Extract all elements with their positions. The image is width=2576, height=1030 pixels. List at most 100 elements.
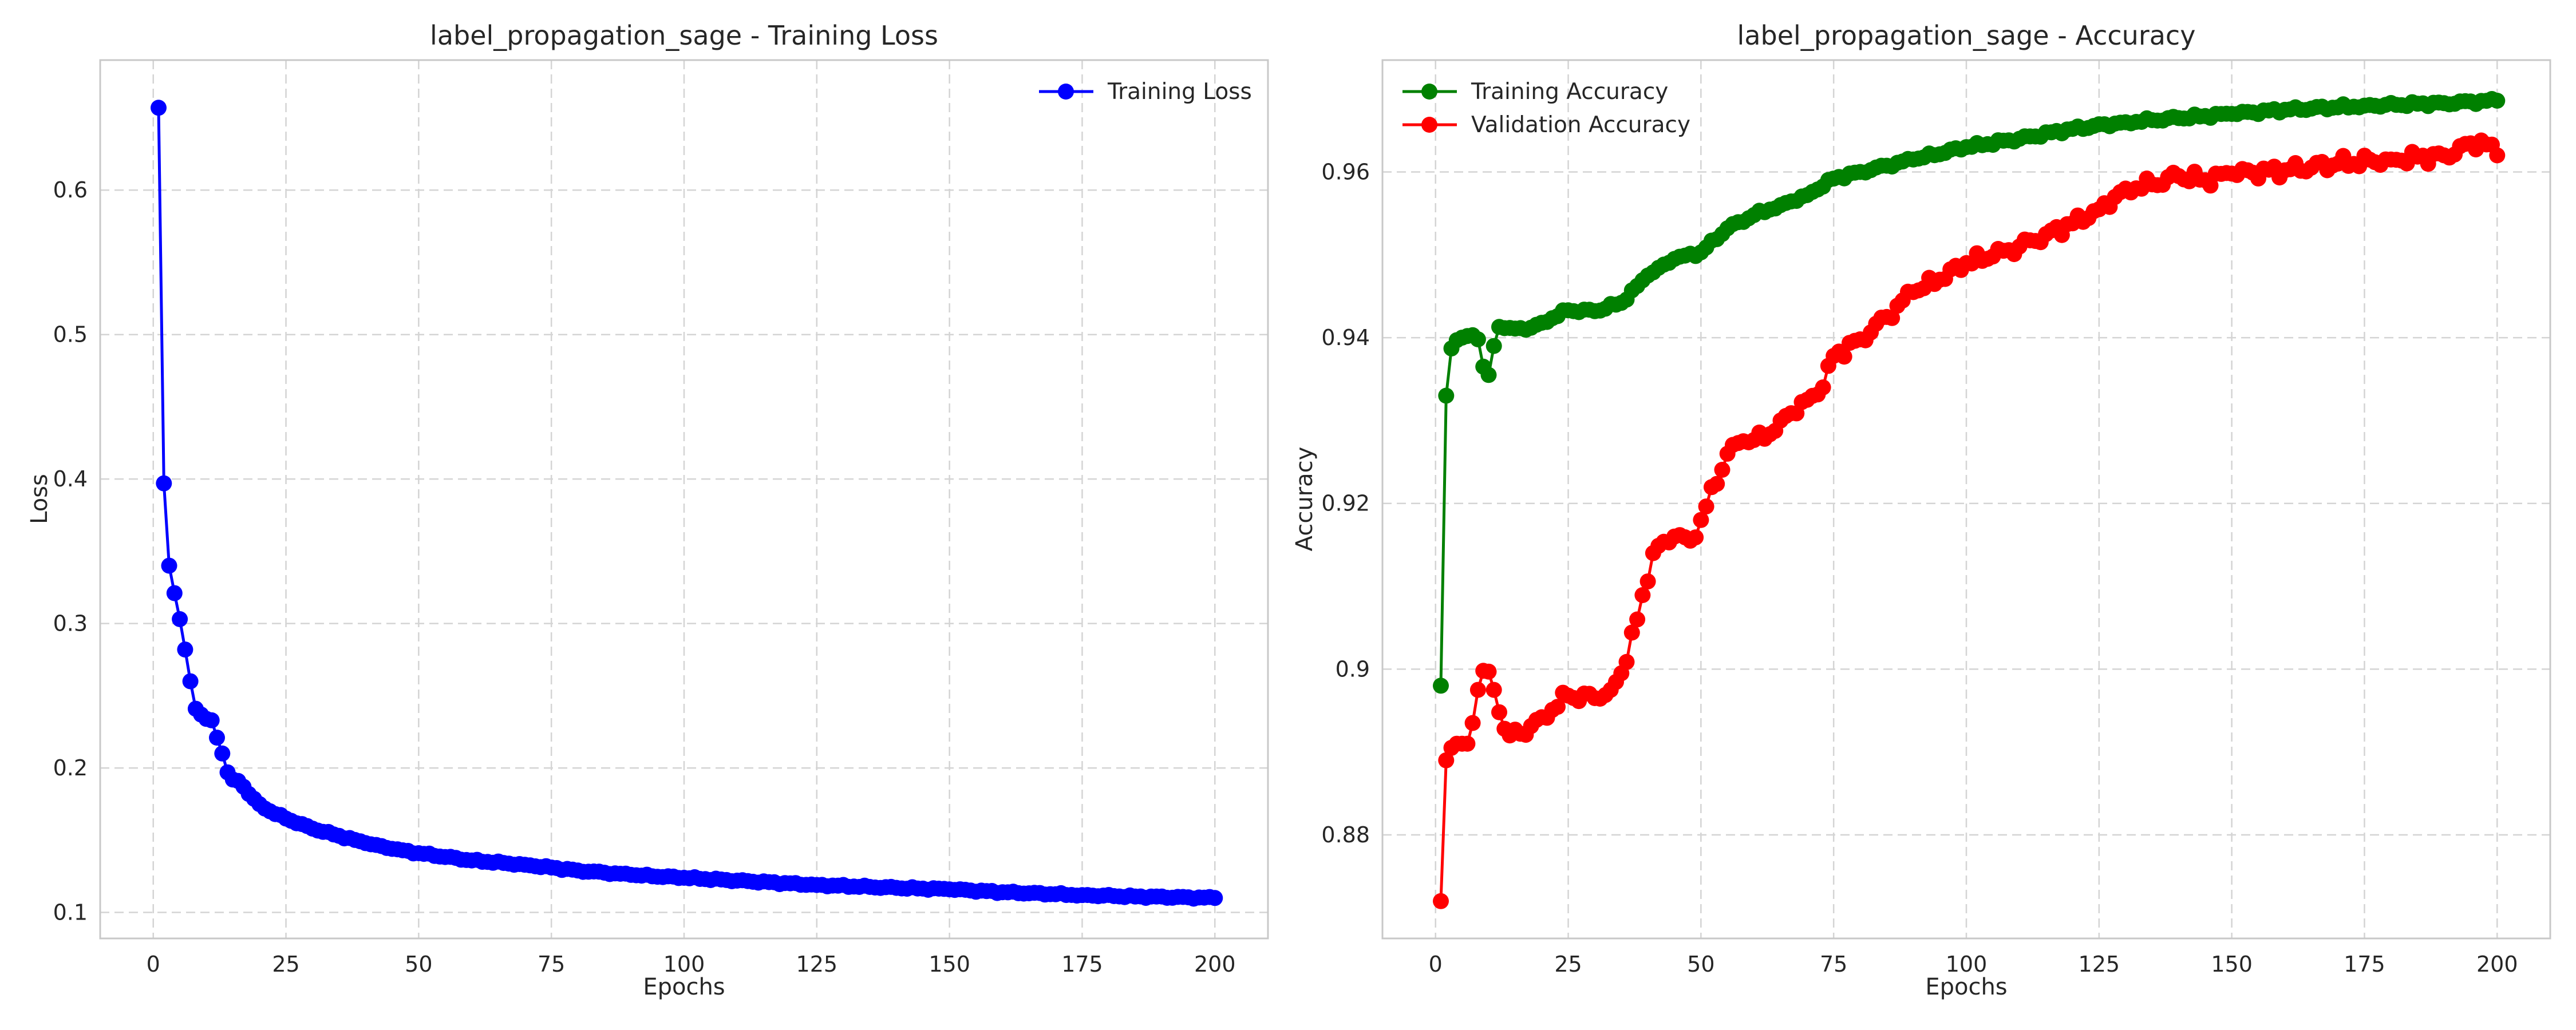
loss-y-axis: 0.1 0.2 0.3 0.4 0.5 0.6 (53, 177, 88, 925)
loss-y-tick-label: 0.1 (53, 900, 88, 925)
accuracy-data-point (1459, 735, 1476, 752)
accuracy-x-tick-label: 100 (1946, 952, 1988, 977)
loss-data-point (203, 712, 220, 728)
loss-series-layer (151, 100, 1223, 907)
loss-y-tick-label: 0.6 (53, 177, 88, 203)
accuracy-y-axis-label: Accuracy (1291, 447, 1318, 552)
accuracy-data-point (1709, 476, 1725, 492)
accuracy-data-point (1469, 331, 1486, 347)
accuracy-chart-title: label_propagation_sage - Accuracy (1737, 20, 2196, 51)
accuracy-data-point (1438, 752, 1455, 768)
loss-x-tick-label: 25 (272, 952, 299, 977)
accuracy-data-point (1639, 573, 1656, 590)
loss-legend-label: Training Loss (1107, 79, 1252, 105)
accuracy-data-point (1693, 512, 1709, 528)
loss-x-axis: 0 25 50 75 100 125 150 175 200 (147, 952, 1236, 977)
loss-data-point (182, 673, 199, 690)
accuracy-data-point (2489, 93, 2506, 109)
accuracy-plot-frame (1381, 59, 2551, 940)
loss-y-axis-label: Loss (26, 474, 53, 524)
accuracy-data-point (1438, 387, 1455, 404)
loss-x-tick-label: 150 (929, 952, 970, 977)
accuracy-legend-item: Training Accuracy (1402, 79, 1668, 105)
accuracy-data-point (1485, 682, 1502, 698)
accuracy-chart: 0 25 50 75 100 125 150 175 200 0.880.90.920.940.… (1291, 20, 2551, 1000)
accuracy-x-tick-label: 150 (2211, 952, 2253, 977)
loss-data-point (161, 557, 177, 574)
accuracy-x-tick-label: 175 (2344, 952, 2385, 977)
accuracy-x-tick-label: 75 (1820, 952, 1847, 977)
accuracy-data-point (1480, 663, 1497, 680)
loss-legend: Training Loss (1039, 79, 1252, 105)
loss-series-0 (151, 100, 1223, 907)
accuracy-data-point (1491, 704, 1507, 720)
loss-data-point (172, 611, 188, 627)
accuracy-data-point (1618, 653, 1635, 670)
loss-data-point (166, 585, 183, 601)
loss-grid (100, 60, 1268, 938)
accuracy-data-point (1433, 678, 1449, 694)
accuracy-x-tick-label: 200 (2476, 952, 2518, 977)
accuracy-y-tick-label: 0.9 (1336, 656, 1370, 682)
accuracy-data-point (1884, 310, 1901, 326)
loss-y-tick-label: 0.5 (53, 322, 88, 347)
loss-x-tick-label: 0 (147, 952, 160, 977)
loss-data-point (156, 475, 172, 492)
loss-data-point (214, 745, 231, 762)
accuracy-data-point (1836, 348, 1852, 365)
loss-x-tick-label: 200 (1194, 952, 1236, 977)
accuracy-data-point (1714, 462, 1730, 478)
loss-legend-item: Training Loss (1039, 79, 1252, 105)
loss-y-tick-label: 0.3 (53, 611, 88, 636)
accuracy-legend-item: Validation Accuracy (1402, 112, 1690, 138)
accuracy-data-point (1480, 367, 1497, 383)
accuracy-x-tick-label: 125 (2079, 952, 2120, 977)
accuracy-data-point (1485, 338, 1502, 354)
accuracy-data-point (2202, 177, 2219, 194)
accuracy-data-point (1550, 699, 1566, 715)
accuracy-y-axis: 0.88 0.9 0.92 0.94 0.96 (1321, 159, 1370, 847)
accuracy-legend-label: Validation Accuracy (1471, 112, 1690, 138)
accuracy-x-tick-label: 25 (1554, 952, 1582, 977)
accuracy-legend-marker (1421, 117, 1437, 133)
accuracy-y-tick-label: 0.92 (1321, 491, 1370, 516)
accuracy-legend-marker (1421, 84, 1437, 100)
loss-x-tick-label: 175 (1061, 952, 1103, 977)
accuracy-x-tick-label: 50 (1687, 952, 1714, 977)
accuracy-grid (1382, 60, 2550, 938)
accuracy-data-point (1433, 893, 1449, 909)
accuracy-series-0 (1433, 91, 2506, 694)
loss-data-point (177, 641, 193, 658)
loss-x-tick-label: 100 (663, 952, 705, 977)
accuracy-data-point (1698, 498, 1714, 515)
loss-y-tick-label: 0.2 (53, 755, 88, 781)
loss-x-tick-label: 125 (796, 952, 838, 977)
accuracy-data-point (1623, 624, 1640, 641)
accuracy-data-point (2489, 147, 2506, 164)
loss-x-tick-label: 50 (405, 952, 432, 977)
loss-legend-marker (1058, 84, 1074, 100)
accuracy-data-point (1469, 682, 1486, 698)
accuracy-series-layer (1433, 91, 2506, 909)
accuracy-legend: Training Accuracy Validation Accuracy (1402, 79, 1690, 138)
accuracy-data-point (1464, 715, 1481, 731)
accuracy-x-axis-label: Epochs (1925, 974, 2007, 1000)
loss-x-tick-label: 75 (538, 952, 565, 977)
loss-data-point (1207, 890, 1223, 906)
accuracy-series-1 (1433, 132, 2506, 909)
loss-y-tick-label: 0.4 (53, 466, 88, 492)
loss-data-point (209, 730, 225, 746)
accuracy-data-point (1688, 529, 1704, 546)
loss-plot-frame (99, 59, 1269, 940)
accuracy-data-point (1815, 379, 1831, 395)
accuracy-y-tick-label: 0.96 (1321, 159, 1370, 184)
loss-chart: 0 25 50 75 100 125 150 175 200 0.10.20.30.40.50.… (26, 20, 1269, 1000)
accuracy-x-tick-label: 0 (1429, 952, 1443, 977)
accuracy-x-axis: 0 25 50 75 100 125 150 175 200 (1429, 952, 2518, 977)
accuracy-y-tick-label: 0.88 (1321, 822, 1370, 847)
loss-chart-title: label_propagation_sage - Training Loss (430, 20, 938, 51)
loss-data-point (151, 100, 167, 116)
accuracy-legend-label: Training Accuracy (1471, 79, 1668, 105)
accuracy-y-tick-label: 0.94 (1321, 325, 1370, 350)
